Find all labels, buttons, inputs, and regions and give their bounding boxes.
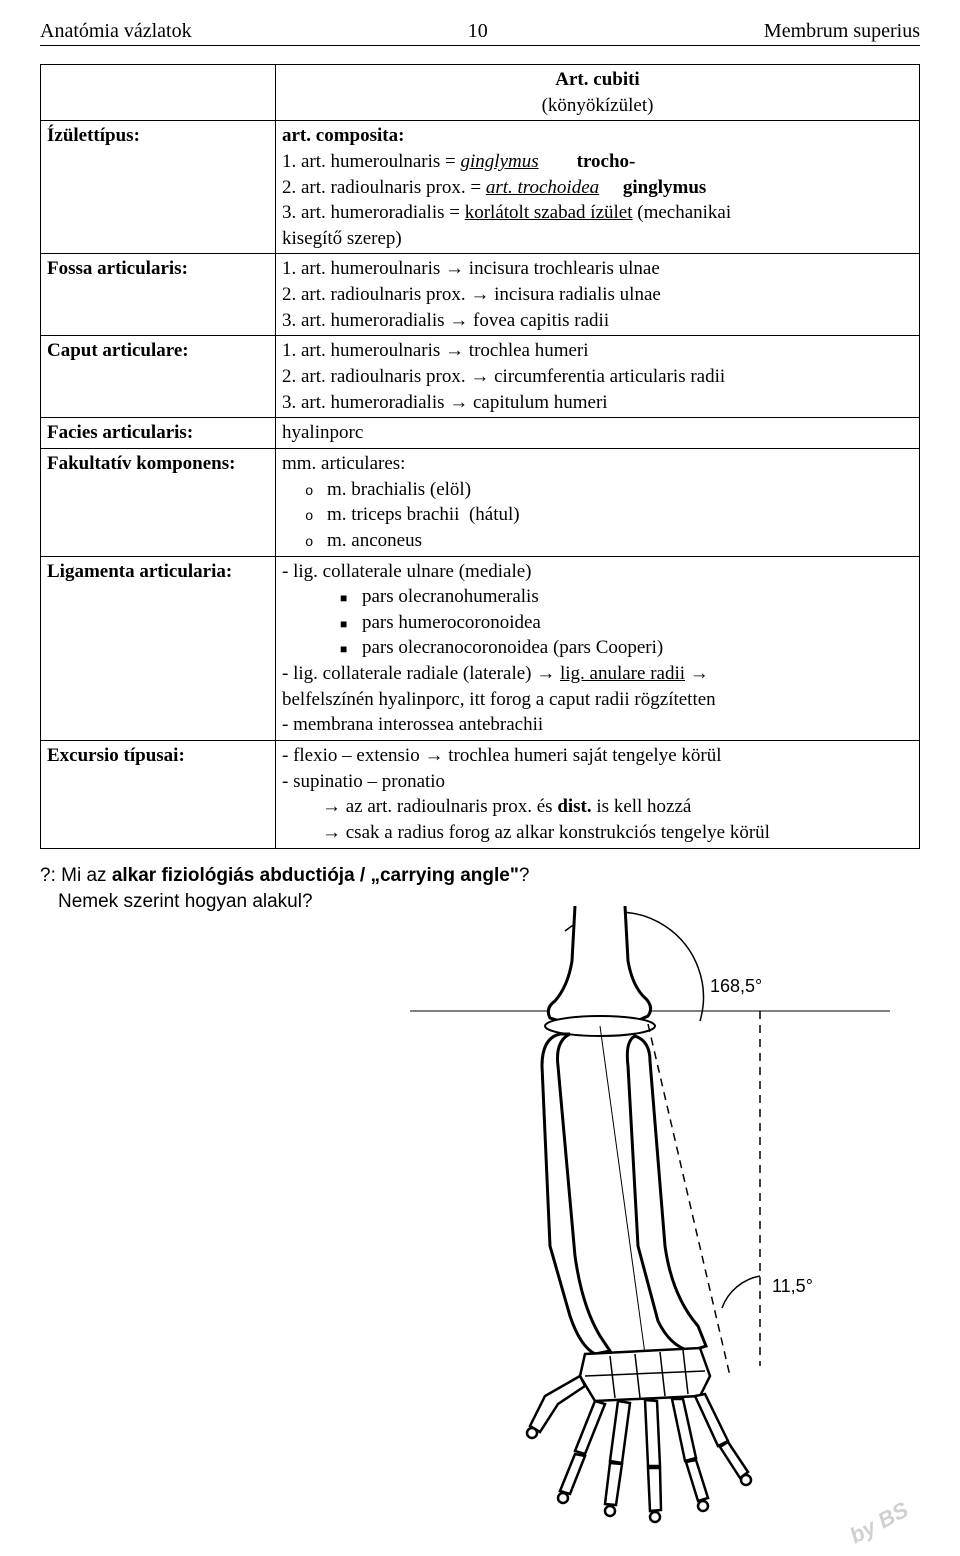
anatomical-figure: 168,5° 11,5° by BS <box>400 906 900 1526</box>
cell-title: Art. cubiti (könyökízület) <box>276 65 920 121</box>
header-page-number: 10 <box>468 20 488 43</box>
header-left: Anatómia vázlatok <box>40 20 192 43</box>
anatomy-table: Art. cubiti (könyökízület) Ízülettípus: … <box>40 64 920 849</box>
label-excursio: Excursio típusai: <box>41 741 276 849</box>
cell-izulettipus: art. composita: 1. art. humeroulnaris = … <box>276 121 920 254</box>
label-facies: Facies articularis: <box>41 418 276 449</box>
table-subtitle: (könyökízület) <box>542 95 654 116</box>
header-right: Membrum superius <box>764 20 920 43</box>
cell-caput: 1. art. humeroulnaris → trochlea humeri … <box>276 336 920 418</box>
table-title: Art. cubiti <box>555 69 639 90</box>
cell-facies: hyalinporc <box>276 418 920 449</box>
page-header: Anatómia vázlatok 10 Membrum superius <box>40 20 920 46</box>
cell-ligamenta: - lig. collaterale ulnare (mediale) pars… <box>276 556 920 740</box>
label-caput: Caput articulare: <box>41 336 276 418</box>
cell-empty-title <box>41 65 276 121</box>
cell-excursio: - flexio – extensio → trochlea humeri sa… <box>276 741 920 849</box>
cell-fossa: 1. art. humeroulnaris → incisura trochle… <box>276 254 920 336</box>
cell-fakultativ: mm. articulares: m. brachialis (elöl) m.… <box>276 448 920 556</box>
bone-diagram-icon <box>400 906 900 1526</box>
label-fossa: Fossa articularis: <box>41 254 276 336</box>
label-izulettipus: Ízülettípus: <box>41 121 276 254</box>
label-ligamenta: Ligamenta articularia: <box>41 556 276 740</box>
label-fakultativ: Fakultatív komponens: <box>41 448 276 556</box>
angle-label-1: 168,5° <box>710 976 762 997</box>
angle-label-2: 11,5° <box>772 1276 813 1297</box>
